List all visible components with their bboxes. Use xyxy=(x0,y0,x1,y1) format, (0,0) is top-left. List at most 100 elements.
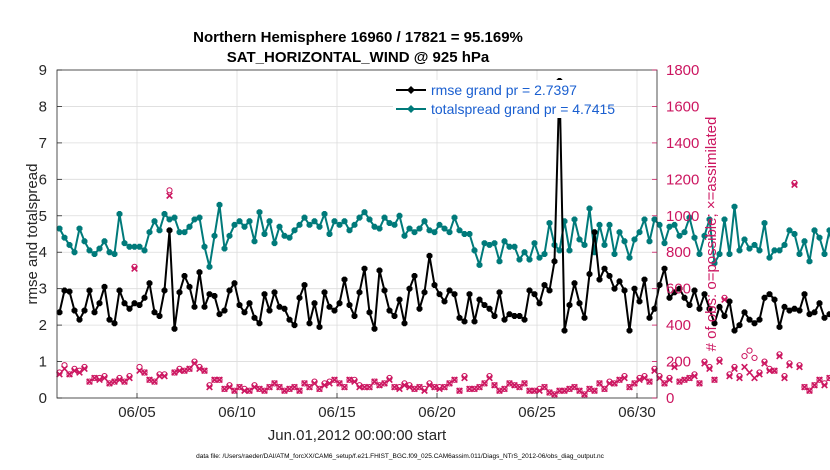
obs-assimilated-marker xyxy=(76,369,83,376)
chart-title-line1: Northern Hemisphere 16960 / 17821 = 95.1… xyxy=(193,29,523,46)
totalspread-marker xyxy=(586,205,593,212)
rmse-marker xyxy=(476,296,483,303)
totalspread-marker xyxy=(276,223,283,230)
obs-assimilated-marker xyxy=(651,367,658,375)
totalspread-marker xyxy=(201,243,208,250)
y-right-tick-label: 800 xyxy=(666,244,691,261)
obs-assimilated-marker xyxy=(601,385,608,393)
y-right-axis-ticks: 0 200 400 600 800 1000 1200 1400 1600 1800 xyxy=(652,62,699,407)
totalspread-marker xyxy=(611,251,618,257)
totalspread-marker xyxy=(391,221,398,228)
obs-assimilated-marker xyxy=(371,378,378,385)
rmse-marker xyxy=(326,303,333,310)
rmse-marker xyxy=(246,300,253,307)
totalspread-marker xyxy=(186,223,193,230)
rmse-marker xyxy=(726,298,733,305)
obs-possible-marker xyxy=(296,387,303,394)
totalspread-marker xyxy=(111,251,118,257)
rmse-marker xyxy=(201,303,208,310)
y-left-tick-label: 6 xyxy=(39,171,47,188)
obs-assimilated-marker xyxy=(116,376,123,384)
obs-possible-marker xyxy=(646,378,653,385)
obs-possible-marker xyxy=(276,384,283,391)
rmse-marker xyxy=(656,282,663,288)
rmse-marker xyxy=(136,302,143,308)
x-tick-label: 06/15 xyxy=(318,404,356,421)
totalspread-marker xyxy=(91,251,98,257)
obs-assimilated-marker xyxy=(136,367,143,375)
obs-assimilated-marker xyxy=(591,387,598,395)
rmse-marker xyxy=(566,302,573,308)
totalspread-marker xyxy=(706,216,713,223)
rmse-marker xyxy=(496,289,503,296)
totalspread-marker xyxy=(791,231,798,237)
rmse-marker xyxy=(621,287,628,294)
obs-assimilated-marker xyxy=(671,363,678,371)
totalspread-marker xyxy=(471,247,478,254)
obs-assimilated-marker xyxy=(461,374,468,382)
rmse-marker xyxy=(71,307,78,314)
totalspread-marker xyxy=(486,242,493,248)
obs-assimilated-marker xyxy=(311,380,318,387)
obs-possible-marker xyxy=(661,380,668,387)
obs-assimilated-marker xyxy=(626,383,633,391)
obs-assimilated-marker xyxy=(186,365,193,373)
obs-possible-marker xyxy=(316,385,323,392)
y-right-tick-label: 1200 xyxy=(666,171,699,188)
obs-possible-marker xyxy=(271,380,278,387)
rmse-marker xyxy=(821,314,828,321)
rmse-marker xyxy=(176,289,183,296)
obs-assimilated-marker xyxy=(66,370,73,378)
obs-assimilated-marker xyxy=(486,374,493,382)
obs-possible-marker xyxy=(801,384,808,391)
rmse-marker xyxy=(626,327,633,334)
totalspread-marker xyxy=(806,258,813,265)
totalspread-marker xyxy=(421,218,428,225)
totalspread-marker xyxy=(231,221,238,228)
rmse-marker xyxy=(341,276,348,283)
obs-assimilated-marker xyxy=(226,383,233,391)
totalspread-marker xyxy=(86,247,93,254)
obs-possible-marker xyxy=(491,382,498,389)
y-right-tick-label: 0 xyxy=(666,390,674,407)
obs-assimilated-marker xyxy=(716,358,723,365)
rmse-marker xyxy=(816,300,823,307)
rmse-marker xyxy=(586,271,593,277)
obs-assimilated-marker xyxy=(351,378,358,385)
obs-assimilated-marker xyxy=(171,369,178,376)
rmse-marker xyxy=(581,314,588,321)
obs-assimilated-marker xyxy=(96,376,103,384)
obs-assimilated-marker xyxy=(576,387,583,395)
rmse-marker xyxy=(296,294,303,301)
totalspread-marker xyxy=(691,234,698,241)
x-axis-label: Jun.01,2012 00:00:00 start xyxy=(268,427,447,444)
rmse-marker xyxy=(536,300,543,307)
totalspread-marker xyxy=(271,240,278,247)
obs-assimilated-marker xyxy=(381,380,388,387)
rmse-marker xyxy=(521,316,528,323)
totalspread-marker xyxy=(766,254,773,261)
obs-assimilated-marker xyxy=(611,380,618,387)
rmse-marker xyxy=(266,307,273,314)
totalspread-marker xyxy=(531,240,538,247)
obs-assimilated-marker xyxy=(506,380,513,387)
y-right-tick-label: 400 xyxy=(666,317,691,334)
rmse-marker xyxy=(651,305,658,312)
rmse-marker xyxy=(186,283,193,290)
obs-assimilated-marker xyxy=(71,367,78,375)
obs-possible-marker xyxy=(521,380,528,387)
obs-assimilated-marker xyxy=(701,360,708,367)
obs-assimilated-marker xyxy=(266,383,273,391)
obs-assimilated-marker xyxy=(341,383,348,391)
obs-assimilated-marker xyxy=(441,383,448,391)
obs-assimilated-marker xyxy=(236,383,243,391)
obs-assimilated-marker xyxy=(646,378,653,385)
totalspread-marker xyxy=(226,232,233,239)
rmse-marker xyxy=(371,325,378,332)
rmse-marker xyxy=(436,291,443,298)
obs-assimilated-marker xyxy=(81,365,88,373)
rmse-marker xyxy=(506,311,513,318)
rmse-marker xyxy=(396,296,403,303)
rmse-marker xyxy=(686,302,693,308)
